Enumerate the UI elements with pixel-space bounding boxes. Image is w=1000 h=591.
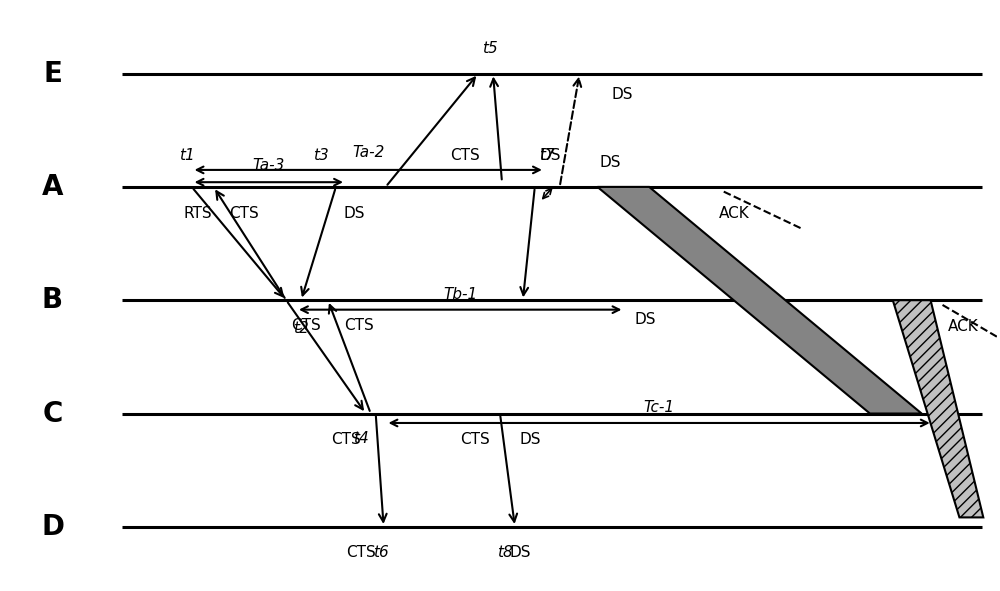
Text: CTS: CTS bbox=[230, 206, 259, 221]
Polygon shape bbox=[893, 300, 983, 517]
Text: t7: t7 bbox=[539, 148, 555, 163]
Text: t2: t2 bbox=[293, 321, 309, 336]
Text: C: C bbox=[42, 400, 63, 427]
Text: Tc-1: Tc-1 bbox=[644, 401, 675, 415]
Text: t3: t3 bbox=[313, 148, 329, 163]
Text: Ta-3: Ta-3 bbox=[253, 158, 285, 173]
Text: CTS: CTS bbox=[450, 148, 480, 163]
Text: ACK: ACK bbox=[719, 206, 750, 221]
Text: DS: DS bbox=[611, 87, 633, 102]
Text: DS: DS bbox=[520, 431, 541, 447]
Text: t5: t5 bbox=[482, 41, 498, 56]
Text: CTS: CTS bbox=[346, 545, 376, 560]
Text: DS: DS bbox=[634, 311, 656, 327]
Text: CTS: CTS bbox=[460, 431, 490, 447]
Text: t4: t4 bbox=[353, 431, 369, 446]
Text: E: E bbox=[43, 60, 62, 87]
Text: DS: DS bbox=[540, 148, 561, 163]
Text: DS: DS bbox=[599, 155, 621, 170]
Text: D: D bbox=[41, 513, 64, 541]
Text: t1: t1 bbox=[179, 148, 195, 163]
Text: Ta-2: Ta-2 bbox=[352, 145, 384, 161]
Text: t6: t6 bbox=[373, 545, 389, 560]
Text: DS: DS bbox=[344, 206, 365, 221]
Text: B: B bbox=[42, 286, 63, 314]
Text: RTS: RTS bbox=[184, 206, 212, 221]
Text: CTS: CTS bbox=[291, 318, 321, 333]
Text: ACK: ACK bbox=[948, 319, 978, 334]
Text: t8: t8 bbox=[497, 545, 513, 560]
Polygon shape bbox=[597, 187, 922, 414]
Text: DS: DS bbox=[510, 545, 531, 560]
Text: CTS: CTS bbox=[331, 431, 361, 447]
Text: Tb-1: Tb-1 bbox=[443, 287, 477, 302]
Text: CTS: CTS bbox=[344, 318, 374, 333]
Text: A: A bbox=[42, 173, 63, 201]
